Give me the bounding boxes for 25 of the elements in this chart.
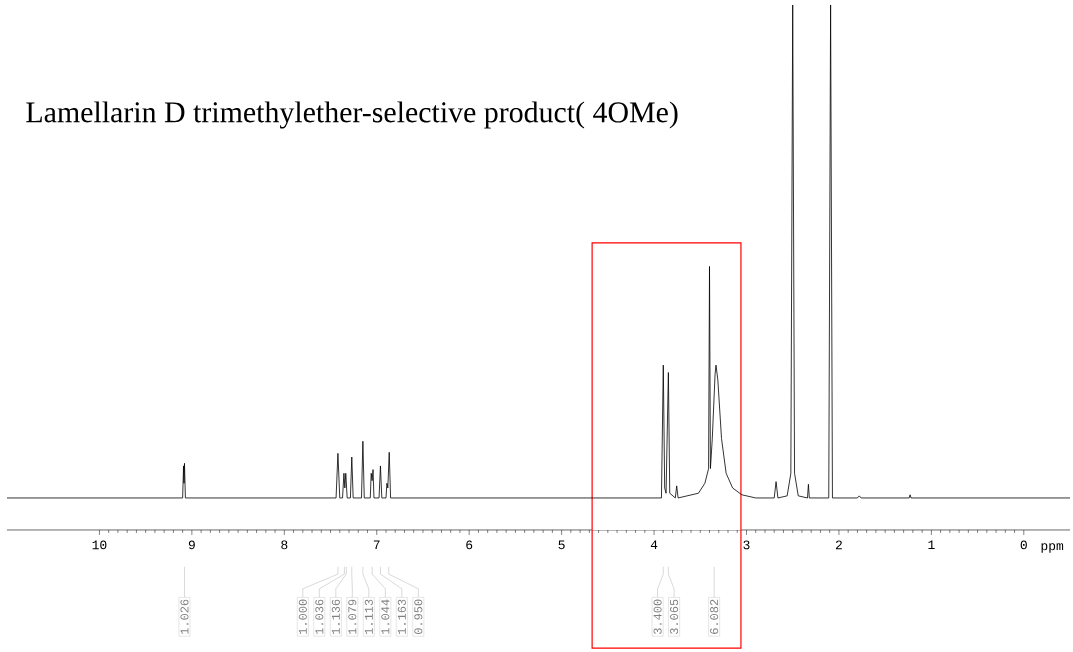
x-axis-title: ppm <box>1041 543 1064 553</box>
annotation: 1.026 <box>180 599 189 634</box>
annotation: 1.000 <box>298 599 307 634</box>
annotation: 1.044 <box>381 599 390 634</box>
x-tick-label: 9 <box>188 540 195 550</box>
annotation: 1.036 <box>315 599 324 634</box>
x-tick-label: 2 <box>835 540 842 550</box>
annotation: 1.079 <box>348 599 357 634</box>
x-tick-label: 8 <box>281 540 288 550</box>
x-tick-label: 0 <box>1020 540 1027 550</box>
annotation: 1.113 <box>364 599 373 634</box>
annotation: 1.163 <box>397 599 406 634</box>
x-tick-label: 1 <box>928 540 935 550</box>
x-tick-label: 7 <box>373 540 380 550</box>
annotation: 3.400 <box>653 599 662 634</box>
x-tick-label: 4 <box>650 540 658 550</box>
annotation: 0.950 <box>414 599 423 635</box>
annotation: 6.082 <box>710 599 719 634</box>
annotation: 3.065 <box>670 599 679 634</box>
x-tick-label: 10 <box>92 540 107 550</box>
x-tick-label: 6 <box>466 540 473 550</box>
text: Lamellarin D trimethylether-selective product( 4OMe) <box>26 101 678 129</box>
x-tick-label: 3 <box>743 540 750 550</box>
annotation: 1.136 <box>331 599 340 634</box>
x-tick-label: 5 <box>558 540 565 550</box>
